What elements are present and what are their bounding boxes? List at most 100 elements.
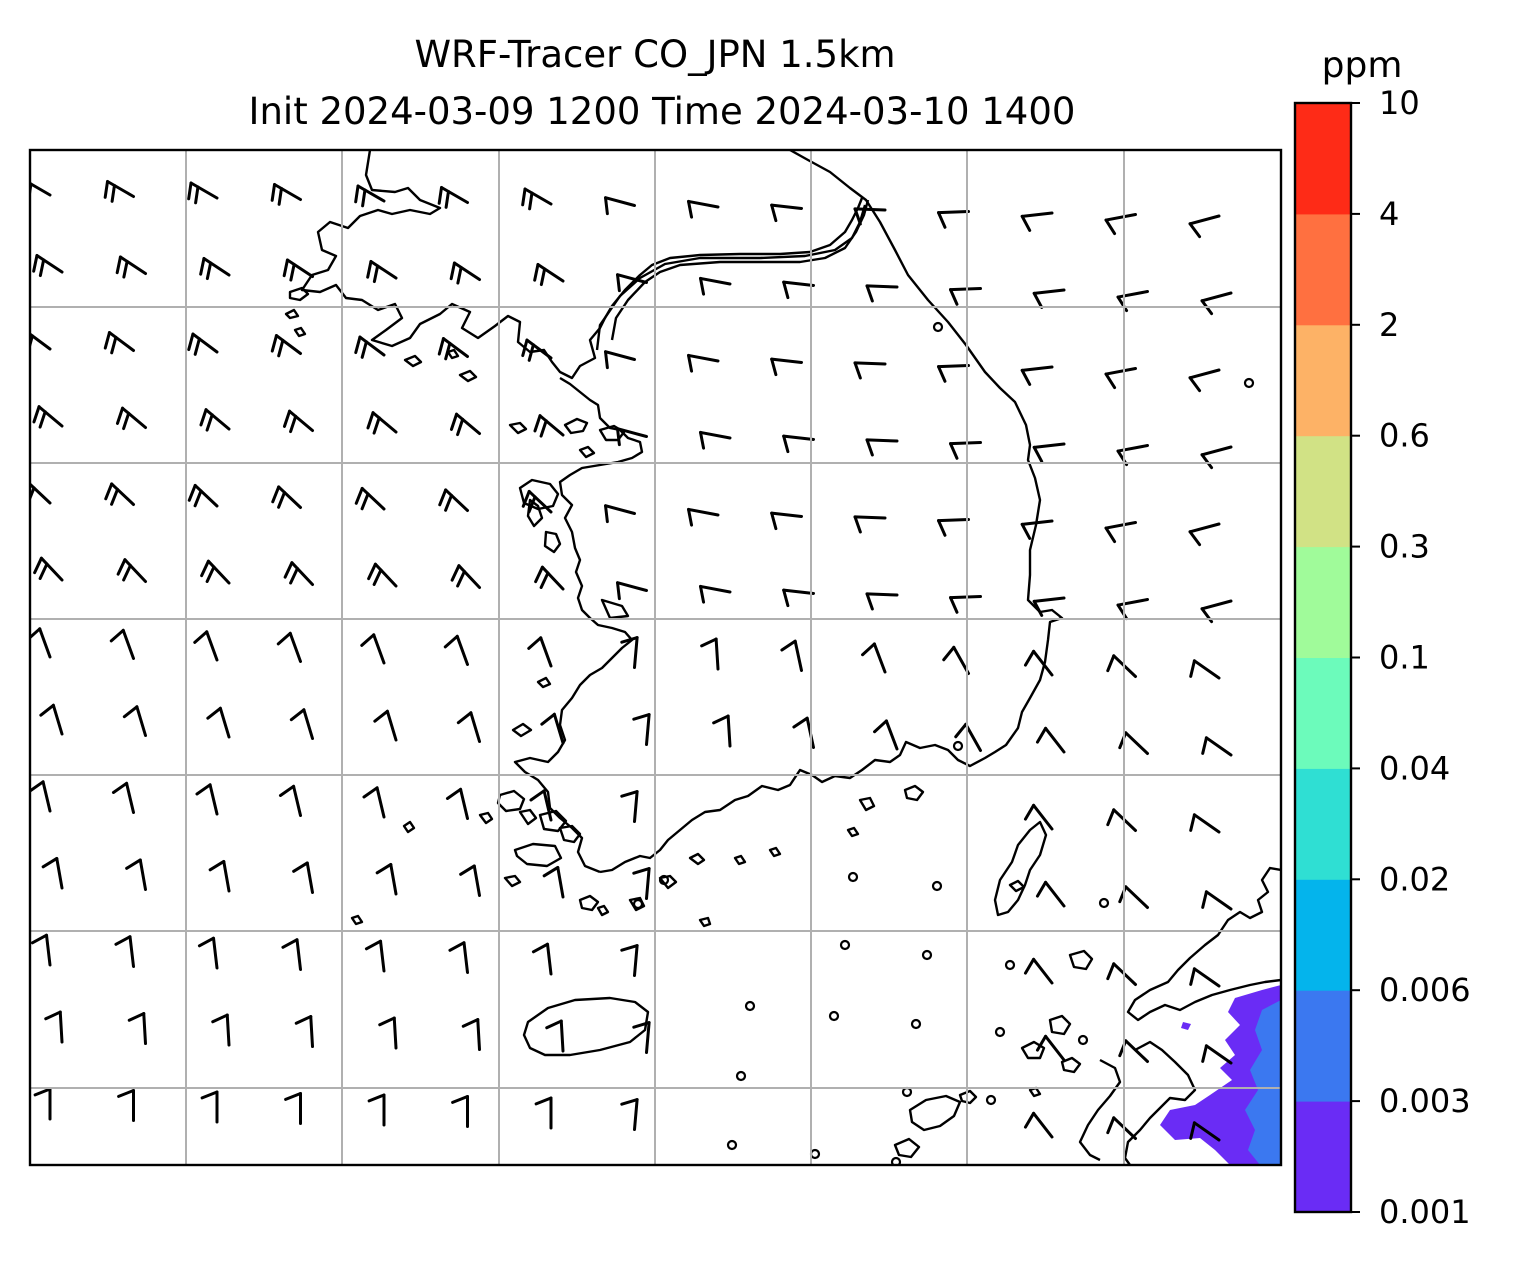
wind-barb	[949, 595, 982, 614]
wind-barb	[373, 709, 398, 742]
wind-barb	[456, 711, 481, 743]
wind-barb	[1035, 726, 1066, 754]
wind-barb	[1104, 367, 1137, 390]
wind-barb	[451, 1095, 469, 1128]
colorbar-tick-label: 0.3	[1379, 528, 1430, 566]
wind-barb	[604, 504, 636, 524]
wind-barb	[115, 406, 147, 431]
wind-barb	[699, 584, 732, 604]
wind-barb	[362, 786, 386, 819]
wind-barb	[1188, 368, 1221, 393]
wind-barb	[284, 1092, 302, 1125]
wind-barb	[193, 630, 219, 662]
tsushima-island	[993, 820, 1048, 917]
wind-barb	[533, 263, 565, 287]
colorbar-segment	[1295, 990, 1351, 1102]
jeju-island	[522, 996, 650, 1057]
wind-barb	[41, 856, 64, 890]
wind-barb	[1116, 598, 1149, 621]
wind-barb	[354, 486, 386, 511]
wind-barb	[1200, 445, 1233, 470]
wind-barb	[937, 364, 970, 383]
colorbar-segment	[1295, 435, 1351, 548]
wind-barb	[1035, 880, 1066, 908]
wind-barb	[367, 1093, 386, 1127]
wind-barb	[770, 203, 803, 223]
coast-kyushu	[1123, 1040, 1197, 1165]
wind-barb	[1116, 290, 1149, 313]
map-panel[interactable]	[22, 150, 1281, 1166]
wind-barb	[195, 783, 219, 816]
colorbar-unit: ppm	[1322, 45, 1403, 86]
wind-barb	[937, 210, 970, 229]
wind-barb	[1032, 288, 1066, 309]
wind-barb	[782, 588, 815, 608]
wind-barb	[187, 332, 219, 356]
colorbar-tick-label: 0.1	[1379, 639, 1430, 677]
wind-barb	[1032, 442, 1066, 463]
wind-barb	[542, 865, 565, 899]
wind-barb	[437, 186, 469, 209]
plume-inner	[1245, 1000, 1281, 1165]
wind-barb	[865, 592, 899, 611]
wind-barb	[527, 636, 553, 668]
wind-barb	[115, 255, 147, 279]
wind-barb	[270, 183, 302, 206]
colorbar-segment	[1295, 324, 1351, 437]
wind-barb	[445, 787, 469, 820]
wind-barb	[32, 405, 64, 429]
wind-barb	[1023, 957, 1054, 985]
wind-barb	[199, 408, 231, 432]
wind-barb	[770, 511, 803, 531]
wind-barb	[853, 515, 887, 534]
wind-barb	[1201, 890, 1233, 911]
coast-japan-west	[1126, 866, 1281, 1022]
wind-barb	[122, 705, 147, 737]
wind-barb	[853, 361, 887, 380]
tracer-plume	[1160, 985, 1281, 1165]
wind-barb	[534, 565, 565, 591]
wind-barb	[533, 414, 565, 438]
wind-barb	[632, 1021, 651, 1054]
wind-barb	[620, 790, 639, 823]
wind-barb	[521, 338, 553, 362]
wind-barb	[187, 483, 219, 508]
wind-barb	[354, 335, 386, 359]
wind-barb	[33, 556, 64, 582]
wind-barb	[770, 357, 803, 377]
wind-barb	[954, 722, 982, 752]
wind-barb	[632, 867, 651, 900]
wind-barb	[117, 1089, 135, 1122]
wind-barb	[782, 434, 815, 454]
wind-barb	[459, 864, 481, 897]
wind-barb	[861, 642, 887, 674]
wind-barb	[545, 1019, 565, 1053]
wind-barb	[111, 781, 135, 814]
colorbar-tick-label: 2	[1379, 306, 1399, 344]
colorbar-tick-label: 0.6	[1379, 417, 1430, 455]
wind-barb	[44, 1010, 64, 1044]
plume-speck	[1181, 1022, 1191, 1030]
wind-barb	[687, 507, 720, 527]
wind-barb	[278, 784, 302, 817]
wind-barb	[289, 708, 314, 740]
wind-barb	[1188, 214, 1221, 239]
wind-barb	[531, 942, 553, 976]
wind-barb	[1020, 519, 1054, 540]
wind-barb	[30, 627, 52, 659]
wind-barb	[865, 438, 899, 457]
wind-barb	[270, 334, 302, 358]
calm-wind-markers	[632, 321, 1255, 1165]
wind-barbs	[30, 180, 1233, 1142]
coast-bay-3	[595, 204, 867, 351]
wind-barb	[282, 409, 314, 434]
wind-barb	[949, 441, 982, 460]
wind-barb	[461, 1018, 481, 1051]
wind-barb	[699, 430, 732, 450]
wind-barb	[104, 482, 135, 506]
wind-barb	[616, 273, 648, 293]
wind-barb	[125, 858, 147, 891]
wind-barb	[208, 859, 231, 893]
wind-barb	[116, 558, 147, 583]
wind-barb	[687, 353, 720, 373]
